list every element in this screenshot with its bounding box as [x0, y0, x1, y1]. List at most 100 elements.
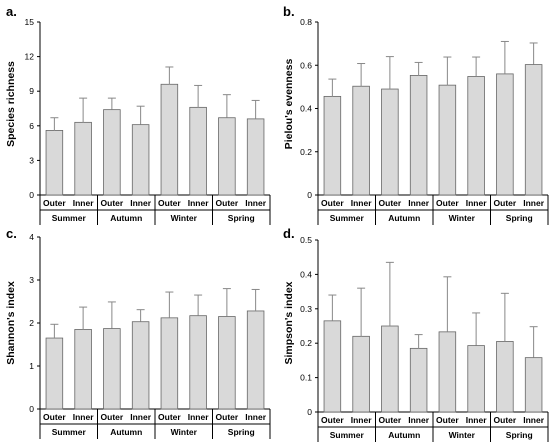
x-category-label: Inner [245, 198, 266, 208]
y-tick-label: 0.6 [300, 60, 312, 70]
x-group-label: Spring [506, 430, 533, 440]
bar [438, 331, 457, 413]
panel-letter: d. [283, 226, 295, 241]
x-category-label: Outer [158, 198, 181, 208]
x-category-label: Outer [379, 415, 402, 425]
panel-letter: a. [6, 4, 17, 19]
y-tick-label: 3 [29, 275, 34, 285]
x-category-label: Inner [523, 415, 544, 425]
chart-panel-2: b. Pielou's evenness 0 0.2 0.4 0.6 0.8 Outer Inn… [283, 4, 549, 225]
x-category-label: Outer [43, 412, 66, 422]
y-tick-label: 0.4 [300, 104, 312, 114]
y-tick-label: 0.3 [300, 304, 312, 314]
x-group-label: Summer [330, 213, 365, 223]
bar [103, 109, 121, 196]
x-category-label: Inner [408, 198, 429, 208]
bar [352, 335, 370, 413]
bar [323, 95, 342, 196]
x-category-label: Outer [494, 415, 517, 425]
x-category-label: Inner [245, 412, 266, 422]
x-category-label: Inner [188, 198, 209, 208]
bar [218, 316, 236, 410]
y-tick-label: 0 [29, 404, 34, 414]
y-tick-label: 0.1 [300, 373, 312, 383]
x-group-label: Summer [52, 427, 87, 437]
x-group-label: Winter [449, 213, 476, 223]
bar [45, 130, 64, 196]
x-group-label: Spring [228, 427, 255, 437]
bar [323, 320, 342, 413]
bar [409, 75, 428, 196]
x-category-label: Outer [216, 198, 239, 208]
x-group-label: Winter [449, 430, 476, 440]
x-category-label: Outer [436, 415, 459, 425]
y-axis-label: Shannon's index [5, 281, 17, 365]
x-category-label: Inner [130, 412, 151, 422]
y-axis-label: Pielou's evenness [283, 59, 295, 150]
panel-letter: c. [6, 226, 17, 241]
y-tick-label: 0 [29, 190, 34, 200]
bar [467, 76, 485, 196]
x-category-label: Outer [321, 415, 344, 425]
x-category-label: Inner [130, 198, 151, 208]
bar [189, 106, 207, 196]
x-group-label: Summer [330, 430, 365, 440]
bar [467, 345, 485, 413]
bar [131, 124, 150, 196]
bar [246, 118, 265, 196]
x-group-label: Autumn [388, 430, 420, 440]
bar [524, 357, 543, 413]
bar [409, 347, 428, 413]
bar [496, 73, 514, 196]
x-category-label: Outer [321, 198, 344, 208]
y-tick-label: 1 [29, 361, 34, 371]
y-tick-label: 9 [29, 86, 34, 96]
x-category-label: Outer [43, 198, 66, 208]
y-tick-label: 2 [29, 318, 34, 328]
x-category-label: Outer [216, 412, 239, 422]
bar [381, 88, 399, 196]
x-category-label: Outer [101, 412, 124, 422]
x-group-label: Winter [171, 213, 198, 223]
y-tick-label: 0 [307, 407, 312, 417]
x-group-label: Winter [171, 427, 198, 437]
bar [45, 337, 64, 410]
bar [352, 85, 370, 196]
bar [103, 328, 121, 410]
x-group-label: Spring [228, 213, 255, 223]
bar [246, 310, 265, 410]
y-tick-label: 12 [25, 52, 35, 62]
x-group-label: Autumn [110, 427, 142, 437]
y-tick-label: 0.2 [300, 338, 312, 348]
x-category-label: Inner [408, 415, 429, 425]
bar [160, 317, 179, 410]
x-category-label: Inner [188, 412, 209, 422]
y-tick-label: 4 [29, 232, 34, 242]
y-tick-label: 15 [25, 17, 35, 27]
x-category-label: Inner [466, 198, 487, 208]
x-category-label: Outer [379, 198, 402, 208]
bar [496, 341, 514, 413]
x-category-label: Inner [351, 198, 372, 208]
y-tick-label: 0.5 [300, 235, 312, 245]
x-category-label: Outer [158, 412, 181, 422]
x-category-label: Outer [101, 198, 124, 208]
bar [524, 64, 543, 196]
bar [160, 83, 179, 196]
chart-panel-3: c. Shannon's index 0 1 2 3 4 Outer Inner Outer Inn… [5, 226, 271, 439]
x-group-label: Summer [52, 213, 87, 223]
y-tick-label: 0.4 [300, 269, 312, 279]
x-group-label: Autumn [388, 213, 420, 223]
chart-panel-1: a. Species richness 0 3 6 9 12 15 Outer Inner Oute… [5, 4, 271, 225]
y-tick-label: 0.2 [300, 147, 312, 157]
bar [131, 321, 150, 410]
bar [74, 329, 92, 410]
x-category-label: Inner [466, 415, 487, 425]
bar [74, 121, 92, 196]
x-group-label: Spring [506, 213, 533, 223]
bar [189, 315, 207, 410]
y-tick-label: 6 [29, 121, 34, 131]
chart-panel-4: d. Simpson's index 0 0.1 0.2 0.3 0.4 0.5 Outer In… [283, 226, 549, 442]
panel-letter: b. [283, 4, 295, 19]
